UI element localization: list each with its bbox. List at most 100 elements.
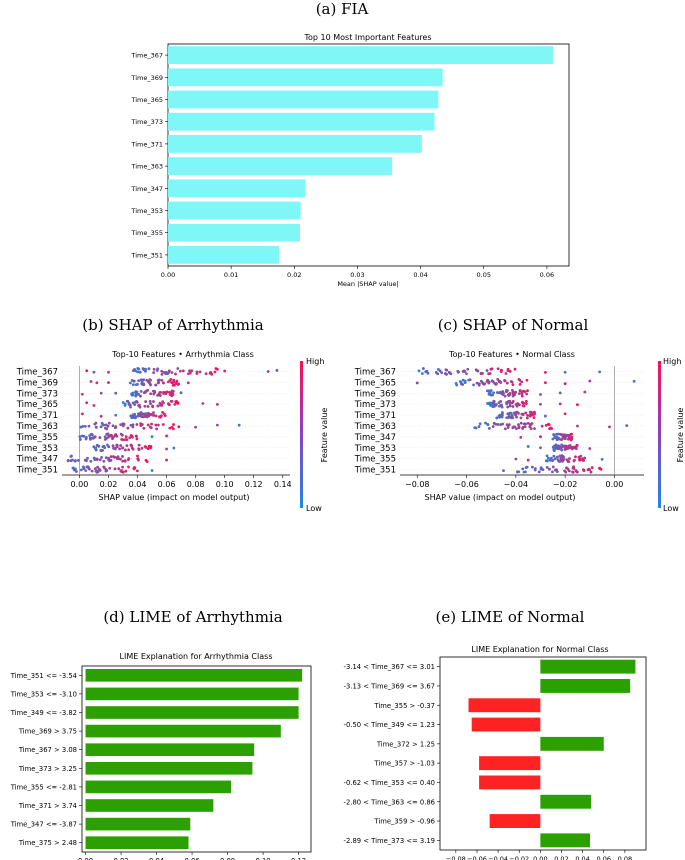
shap_arr-point	[114, 425, 118, 429]
shap_arr-point	[163, 414, 167, 418]
shap_arr-ylabel: Time_365	[16, 400, 58, 410]
lime_norm-bar	[471, 717, 541, 732]
shap_norm-point	[473, 426, 477, 430]
shap_arr-point	[94, 425, 98, 429]
shap_norm-point	[443, 372, 447, 375]
shap_arr-point	[95, 469, 98, 473]
shap_norm-point	[525, 378, 529, 382]
shap_norm-point	[552, 444, 556, 448]
shap_arr-point	[121, 465, 125, 469]
fia-ylabel: Time_367	[130, 52, 163, 60]
shap_norm-point	[499, 423, 503, 426]
shap_arr-point	[131, 383, 135, 386]
shap_arr-ylabel: Time_351	[16, 466, 58, 476]
shap_norm-point	[558, 391, 562, 395]
lime_norm-bar	[479, 756, 541, 771]
shap_arr-point	[105, 469, 109, 473]
shap_norm-point	[505, 390, 508, 394]
shap_norm-point	[484, 421, 487, 425]
shap_norm-point	[506, 426, 510, 429]
shap_norm-point	[477, 383, 481, 387]
shap_norm-point	[548, 458, 552, 462]
shap_norm-point	[526, 458, 530, 462]
shap_norm-point	[521, 404, 525, 408]
shap_norm-point	[522, 389, 526, 393]
shap_arr-point	[165, 458, 168, 462]
shap_norm-point	[415, 381, 419, 385]
shap_arr-point	[107, 458, 110, 462]
shap_norm-point	[529, 427, 533, 431]
fia-bar	[168, 135, 422, 153]
shap_norm-point	[459, 381, 463, 384]
shap_arr-point	[90, 436, 94, 440]
shap-arr-colorbar-high: High	[306, 357, 324, 366]
shap_arr-point	[66, 459, 70, 463]
shap_arr-point	[114, 391, 118, 395]
shap_norm-point	[547, 422, 550, 426]
shap_norm-point	[511, 383, 515, 387]
shap_norm-ylabel: Time_365	[354, 378, 396, 388]
shap_norm-point	[448, 371, 452, 375]
shap_arr-point	[237, 423, 241, 427]
shap_arr-point	[131, 391, 135, 395]
shap_norm-point	[520, 380, 524, 384]
shap_arr-point	[177, 382, 181, 386]
shap_norm-point	[518, 389, 522, 393]
shap_arr-point	[136, 414, 140, 418]
shap-norm-colorbar-low: Low	[663, 504, 679, 513]
shap_arr-point	[147, 444, 151, 448]
shap_arr-point	[125, 399, 129, 403]
shap-arr-xlabel: SHAP value (impact on model output)	[99, 493, 250, 502]
lime_arr-ylabel: Time_373 > 3.25	[18, 765, 77, 773]
shap_arr-point	[177, 425, 181, 429]
shap_norm-point	[525, 402, 528, 406]
shap_arr-point	[80, 412, 84, 416]
shap_arr-point	[178, 369, 182, 373]
lime_norm-xtick-label: −0.08	[446, 855, 466, 860]
shap_norm-point	[559, 432, 562, 436]
shap_arr-point	[83, 424, 87, 428]
shap_arr-point	[133, 415, 137, 419]
lime_norm-ylabel: Time_357 > -1.03	[373, 760, 435, 768]
shap_arr-point	[109, 433, 113, 437]
shap_norm-point	[560, 454, 564, 458]
shap_arr-point	[134, 369, 137, 373]
fia-bar	[168, 112, 435, 131]
shap_norm-point	[572, 459, 576, 463]
shap-norm-xlabel: SHAP value (impact on model output)	[425, 493, 576, 502]
shap_arr-point	[137, 443, 141, 447]
shap_norm-point	[625, 424, 629, 428]
shap_norm-point	[515, 404, 519, 408]
shap_arr-point	[137, 403, 141, 407]
shap_arr-point	[134, 400, 138, 404]
shap_norm-point	[491, 393, 495, 397]
lime_arr-ylabel: Time_367 > 3.08	[18, 746, 77, 754]
shap_norm-point	[539, 393, 542, 396]
shap_arr-point	[139, 422, 143, 426]
shap_arr-point	[142, 383, 146, 387]
shap_norm-ylabel: Time_369	[354, 389, 396, 399]
fia-ylabel: Time_351	[130, 251, 163, 259]
shap_arr-point	[156, 381, 160, 385]
shap_norm-point	[550, 459, 554, 463]
shap_norm-point	[507, 423, 511, 427]
shap_arr-point	[96, 465, 99, 469]
shap_arr-point	[148, 412, 151, 416]
shap_norm-point	[567, 469, 571, 473]
shap_norm-point	[553, 436, 557, 440]
shap_norm-point	[509, 380, 513, 383]
shap_arr-point	[121, 459, 125, 463]
shap_arr-ylabel: Time_363	[16, 422, 58, 432]
shap_arr-xtick-label: 0.14	[274, 480, 292, 489]
lime_norm-xtick-label: −0.02	[509, 855, 529, 860]
shap_norm-point	[553, 447, 557, 450]
shap_arr-point	[124, 435, 128, 439]
shap_arr-point	[168, 379, 172, 382]
shap_norm-point	[436, 372, 440, 376]
lime_norm-ylabel: Time_359 > -0.96	[373, 818, 435, 826]
shap_arr-point	[118, 447, 121, 451]
shap_arr-point	[124, 469, 128, 473]
shap_norm-point	[454, 381, 458, 385]
shap_norm-point	[492, 399, 496, 403]
shap_arr-point	[87, 424, 91, 428]
